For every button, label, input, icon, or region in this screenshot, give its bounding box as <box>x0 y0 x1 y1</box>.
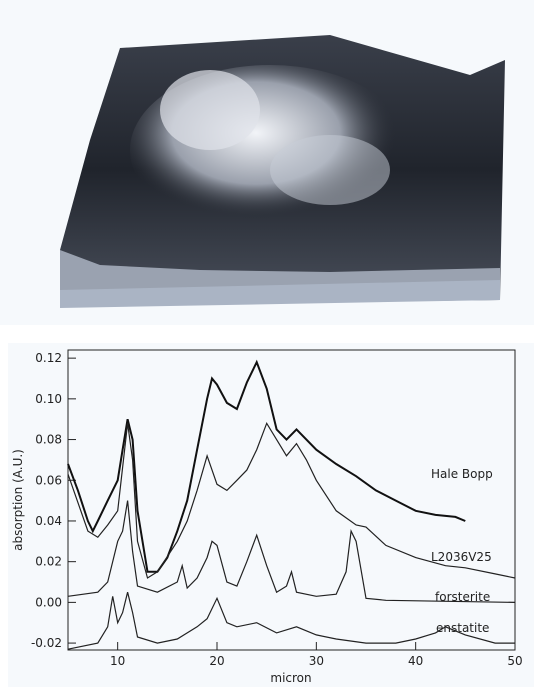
x-tick-label: 20 <box>209 654 224 668</box>
x-tick-label: 30 <box>309 654 324 668</box>
y-tick-label: 0.08 <box>35 433 62 447</box>
x-tick-label: 40 <box>408 654 423 668</box>
y-tick-label: 0.02 <box>35 555 62 569</box>
y-tick-label: -0.02 <box>31 636 62 650</box>
y-tick-label: 0.10 <box>35 392 62 406</box>
series-label: L2036V25 <box>431 550 492 564</box>
series-label: enstatite <box>436 621 489 635</box>
x-tick-label: 10 <box>110 654 125 668</box>
y-axis-label: absorption (A.U.) <box>11 449 25 551</box>
series-label: Hale Bopp <box>431 467 493 481</box>
y-tick-label: 0.12 <box>35 351 62 365</box>
y-tick-label: 0.06 <box>35 473 62 487</box>
x-tick-label: 50 <box>507 654 522 668</box>
series-label: forsterite <box>435 590 490 604</box>
y-tick-label: 0.04 <box>35 514 62 528</box>
x-axis-label: micron <box>270 671 311 685</box>
figure: micron absorption (A.U.) -0.02 0.00 0.02 0.… <box>0 0 534 687</box>
y-tick-label: 0.00 <box>35 595 62 609</box>
surface-image <box>60 35 505 308</box>
